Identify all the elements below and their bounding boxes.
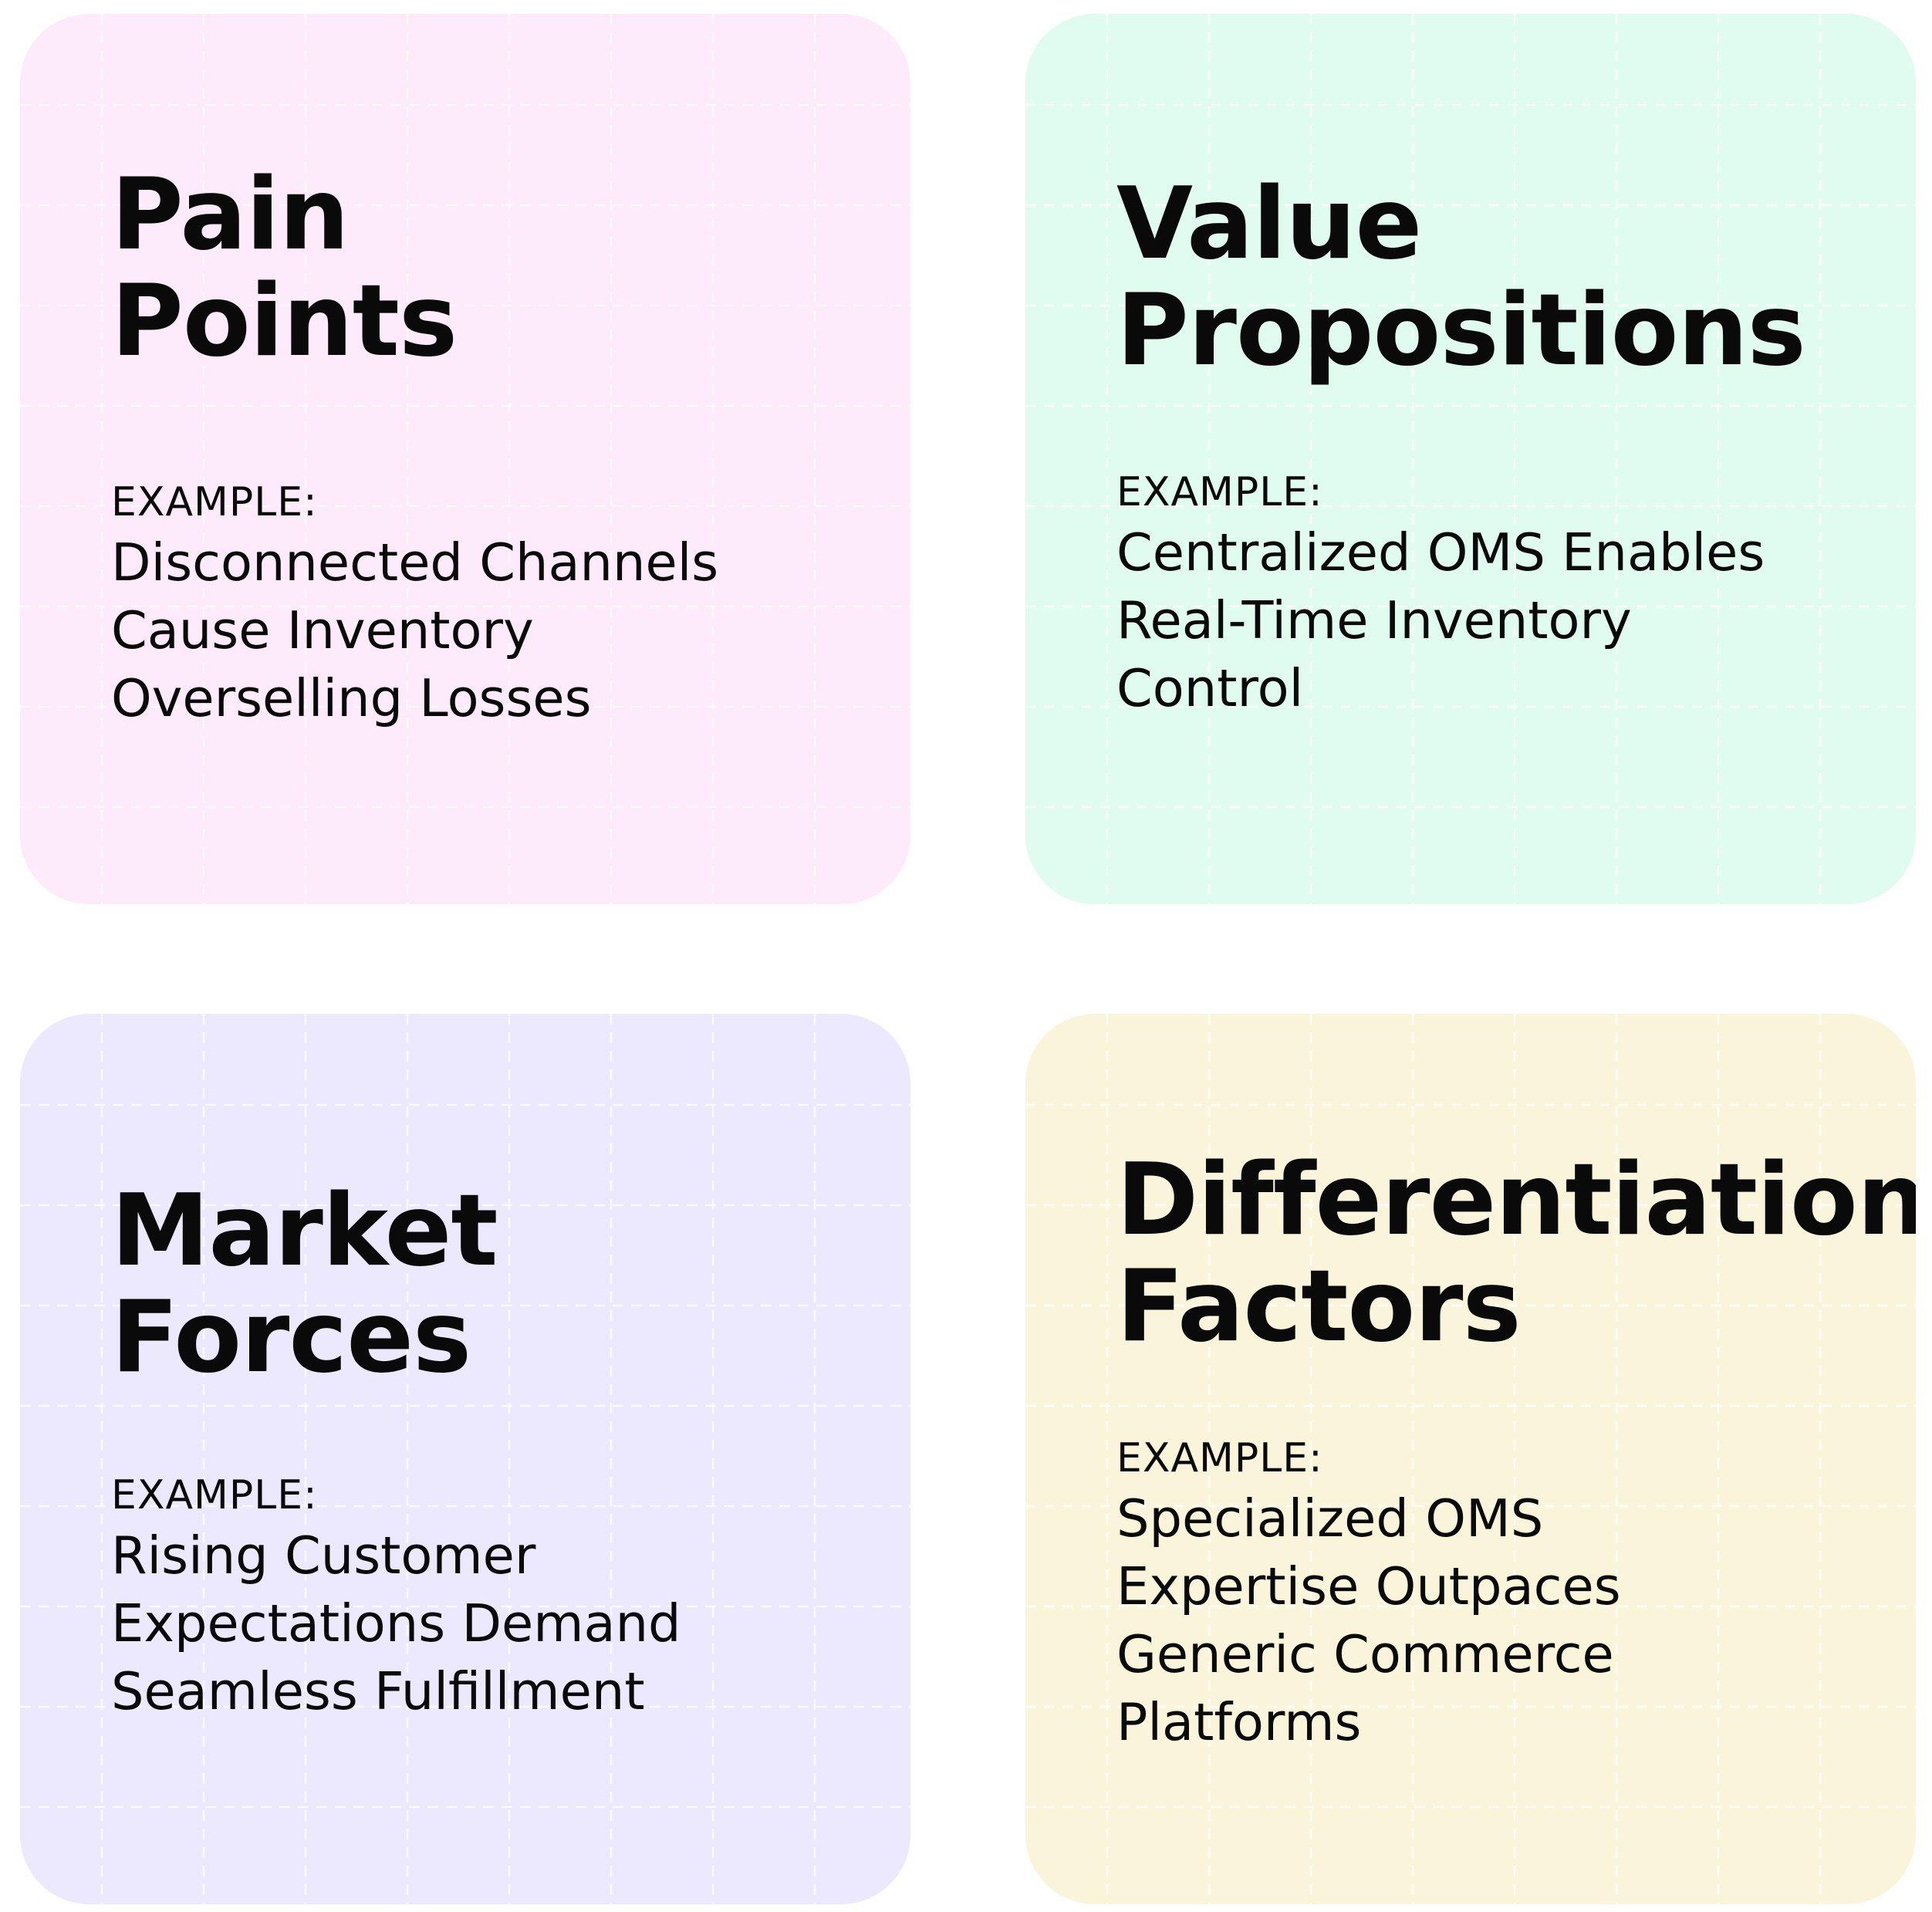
example-label: EXAMPLE: [111, 1472, 318, 1518]
card-pain-points: Pain Points EXAMPLE: Disconnected Channe… [20, 14, 910, 904]
example-line: Control [1116, 658, 1304, 718]
example-label: EXAMPLE: [111, 479, 318, 525]
example-line: Rising Customer [111, 1525, 536, 1586]
example-line: Centralized OMS Enables [1116, 522, 1765, 583]
card-title: Value Propositions [1116, 171, 1885, 384]
example-text: Specialized OMS Expertise Outpaces Gener… [1116, 1485, 1885, 1756]
card-title-line: Value [1116, 167, 1422, 282]
example-line: Specialized OMS [1116, 1488, 1544, 1549]
example-line: Expertise Outpaces [1116, 1556, 1621, 1616]
example-text: Rising Customer Expectations Demand Seam… [111, 1522, 880, 1725]
example-line: Expectations Demand [111, 1593, 681, 1654]
card-title-line: Factors [1116, 1249, 1522, 1364]
card-title: Differentiation Factors [1116, 1143, 1916, 1364]
card-grid-background [1025, 1014, 1916, 1904]
example-line: Disconnected Channels [111, 532, 719, 593]
card-title-line: Differentiation [1116, 1143, 1916, 1258]
example-text: Centralized OMS Enables Real-Time Invent… [1116, 519, 1885, 722]
example-line: Seamless Fulfillment [111, 1661, 645, 1721]
example-label: EXAMPLE: [1116, 1435, 1323, 1481]
card-title: Pain Points [111, 162, 880, 375]
example-line: Real-Time Inventory [1116, 590, 1632, 650]
example-line: Cause Inventory [111, 600, 534, 660]
card-title-line: Points [111, 264, 458, 379]
card-title-line: Forces [111, 1280, 471, 1395]
card-grid-background [20, 14, 910, 904]
example-line: Overselling Losses [111, 668, 592, 728]
example-label: EXAMPLE: [1116, 469, 1323, 515]
card-grid-background [1025, 14, 1916, 904]
example-text: Disconnected Channels Cause Inventory Ov… [111, 529, 880, 732]
example-line: Generic Commerce [1116, 1624, 1614, 1684]
example-line: Platforms [1116, 1692, 1362, 1752]
card-title: Market Forces [111, 1178, 880, 1391]
card-value-propositions: Value Propositions EXAMPLE: Centralized … [1025, 14, 1916, 904]
card-grid-background [20, 1014, 910, 1904]
card-title-line: Propositions [1116, 273, 1806, 388]
card-title-line: Pain [111, 157, 350, 272]
card-market-forces: Market Forces EXAMPLE: Rising Customer E… [20, 1014, 910, 1904]
card-title-line: Market [111, 1174, 498, 1289]
card-differentiation-factors: Differentiation Factors EXAMPLE: Special… [1025, 1014, 1916, 1904]
